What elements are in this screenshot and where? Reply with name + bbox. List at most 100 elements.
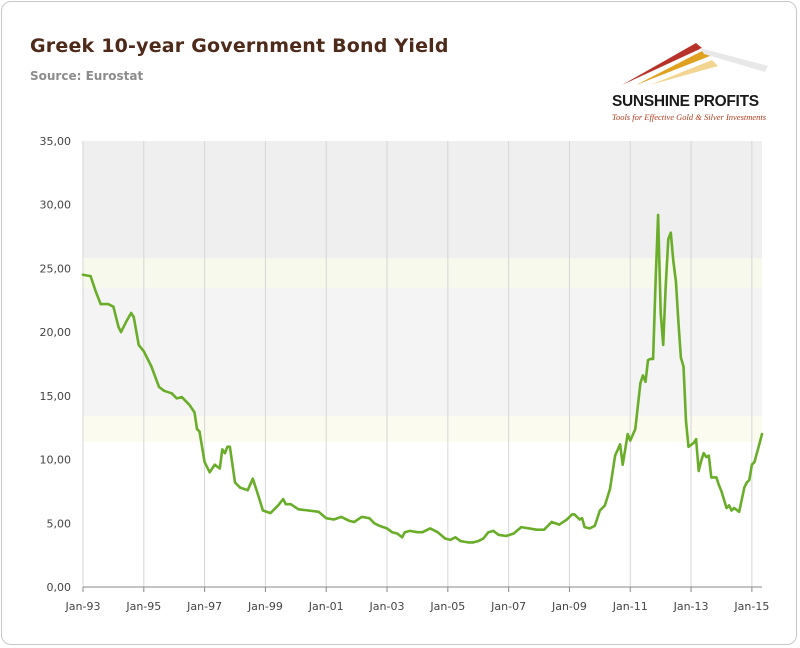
logo-ray-grey: [700, 48, 768, 72]
yield-data-point: [667, 237, 670, 241]
yield-data-point: [94, 290, 97, 293]
yield-data-point: [261, 509, 265, 512]
yield-data-point: [641, 374, 645, 377]
yield-data-point: [750, 463, 754, 466]
yield-data-point: [497, 533, 500, 536]
yield-data-point: [428, 527, 432, 530]
yield-data-point: [459, 539, 462, 543]
yield-data-point: [603, 504, 607, 507]
y-tick-label: 0,00: [47, 581, 72, 594]
yield-data-point: [289, 503, 292, 506]
yield-data-point: [157, 385, 161, 389]
plot-band-top: [83, 141, 762, 260]
yield-data-point: [550, 520, 553, 524]
yield-data-point: [679, 356, 683, 359]
yield-data-point: [408, 529, 411, 533]
x-tick-label: Jan-05: [429, 600, 465, 613]
logo-name: SUNSHINE PROFITS: [612, 93, 759, 110]
yield-data-point: [238, 486, 242, 489]
yield-data-point: [81, 273, 85, 276]
yield-data-point: [492, 529, 495, 533]
yield-data-point: [360, 515, 363, 519]
yield-data-point: [634, 427, 637, 431]
yield-data-point: [715, 476, 718, 479]
yield-data-point: [669, 231, 672, 234]
yield-data-point: [527, 527, 531, 530]
yield-data-point: [672, 259, 675, 262]
x-tick-label: Jan-01: [308, 600, 344, 613]
yield-data-point: [378, 524, 381, 527]
logo-tagline: Tools for Effective Gold & Silver Invest…: [612, 112, 767, 122]
yield-data-point: [221, 448, 224, 451]
yield-data-point: [112, 305, 115, 308]
x-tick-label: Jan-99: [247, 600, 283, 613]
yield-data-point: [142, 350, 145, 353]
yield-data-point: [129, 311, 133, 315]
y-tick-label: 20,00: [40, 326, 72, 339]
yield-data-point: [608, 487, 612, 491]
yield-data-point: [385, 527, 389, 530]
chart-title: Greek 10-year Government Bond Yield: [30, 35, 449, 57]
yield-data-point: [477, 539, 480, 543]
yield-data-point: [297, 508, 300, 511]
x-tick-label: Jan-97: [186, 600, 222, 613]
yield-data-point: [276, 504, 280, 507]
yield-data-point: [578, 518, 581, 521]
yield-data-point: [390, 531, 394, 534]
yield-data-point: [755, 452, 759, 455]
yield-data-point: [307, 509, 310, 512]
y-tick-label: 5,00: [47, 517, 72, 530]
yield-data-point: [697, 469, 700, 473]
y-tick-label: 35,00: [40, 135, 72, 148]
yield-data-point: [573, 513, 576, 516]
yield-data-point: [117, 325, 120, 329]
data-points: [81, 213, 764, 544]
yield-data-point: [472, 541, 475, 544]
yield-data-point: [487, 531, 490, 534]
yield-data-point: [705, 455, 708, 459]
yield-data-point: [396, 532, 399, 535]
yield-data-point: [743, 486, 746, 489]
yield-data-point: [340, 515, 343, 519]
x-tick-label: Jan-07: [490, 600, 526, 613]
yield-data-point: [124, 320, 128, 324]
yield-data-point: [170, 392, 173, 395]
y-tick-label: 30,00: [40, 199, 72, 212]
yield-data-point: [175, 397, 178, 400]
yield-data-point: [180, 395, 183, 399]
yield-data-point: [738, 510, 741, 513]
yield-data-point: [193, 411, 196, 414]
yield-data-point: [651, 357, 655, 361]
yield-data-point: [401, 536, 404, 539]
yield-data-point: [256, 492, 259, 496]
logo-ray-yellow: [650, 60, 718, 85]
yield-data-point: [613, 454, 617, 457]
yield-data-point: [694, 438, 698, 441]
yield-data-point: [565, 518, 569, 521]
yield-data-point: [368, 517, 371, 520]
yield-data-point: [188, 403, 191, 406]
yield-data-point: [684, 420, 688, 423]
yield-data-point: [646, 359, 650, 362]
y-tick-label: 10,00: [40, 454, 72, 467]
yield-data-point: [748, 478, 751, 482]
yield-data-point: [682, 365, 685, 368]
yield-data-point: [580, 517, 584, 520]
yield-data-point: [702, 452, 705, 455]
yield-data-point: [720, 490, 723, 493]
x-tick-label: Jan-15: [733, 600, 769, 613]
x-tick-label: Jan-95: [125, 600, 161, 613]
yield-data-point: [454, 536, 457, 539]
yield-data-point: [753, 460, 756, 464]
yield-data-point: [654, 280, 657, 283]
x-tick-label: Jan-13: [673, 600, 709, 613]
yield-data-point: [520, 525, 523, 529]
yield-data-point: [504, 534, 508, 538]
yield-data-point: [162, 389, 166, 392]
yield-data-point: [732, 506, 736, 510]
y-axis: 0,00 5,00 10,00 15,00 20,00 25,00 30,00 35,00: [40, 135, 72, 594]
yield-data-point: [466, 541, 470, 544]
yield-data-point: [99, 302, 102, 306]
sunshine-profits-logo-icon: [622, 43, 768, 85]
